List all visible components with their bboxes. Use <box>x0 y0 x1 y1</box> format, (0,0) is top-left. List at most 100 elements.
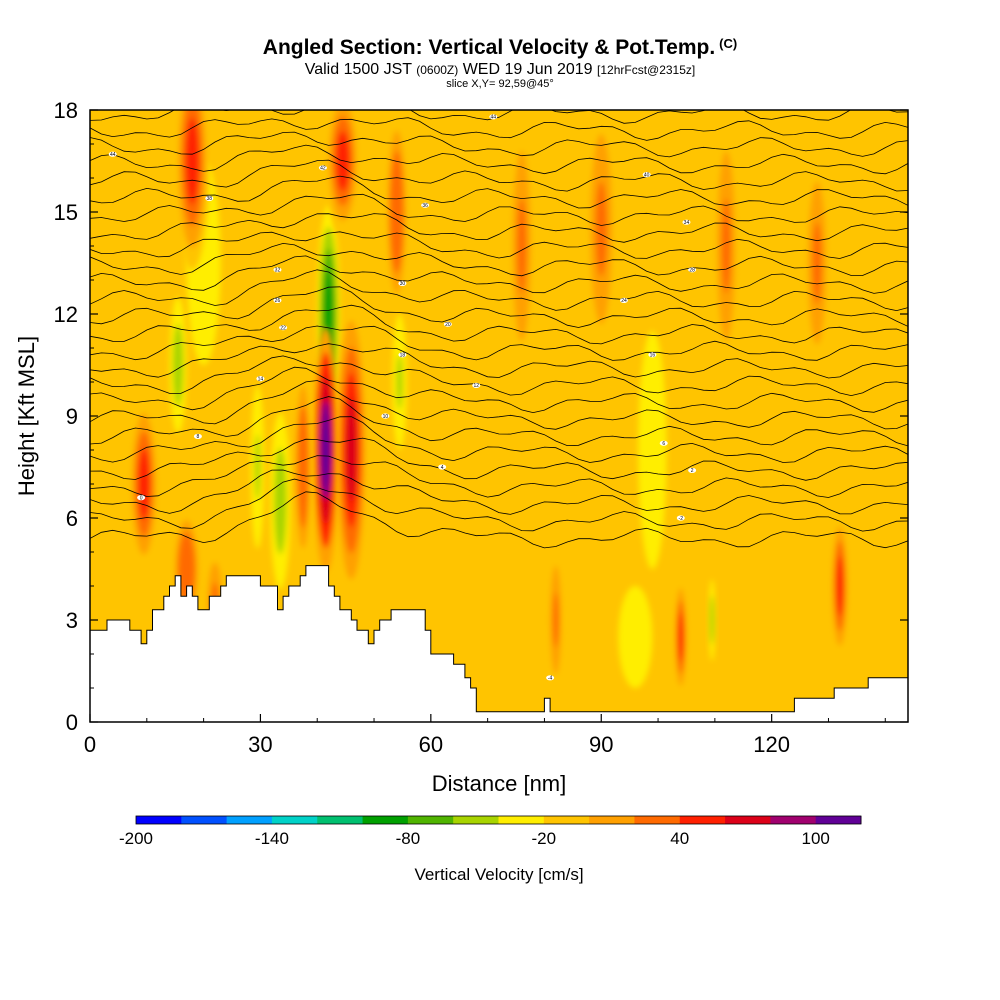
isentrope-12 <box>90 304 908 345</box>
slice-info: slice X,Y= 92,59@45° <box>0 78 1000 90</box>
contour-label-bg-14 <box>398 352 407 358</box>
contour-label-9: 28 <box>689 268 695 274</box>
chart-title: Angled Section: Vertical Velocity & Pot.… <box>0 36 1000 60</box>
contour-label-10: 26 <box>275 298 281 304</box>
contour-label-5: 36 <box>422 203 428 209</box>
downdraft-2-level-3 <box>276 465 285 537</box>
contour-label-bg-23 <box>137 495 146 501</box>
updraft-8-level-3 <box>299 426 307 508</box>
contour-label-25: -4 <box>548 676 553 682</box>
valid-date: WED 19 Jun 2019 <box>462 61 593 78</box>
colorbar-swatch-10 <box>589 816 635 824</box>
updraft-10 <box>510 127 534 365</box>
forecast-info: [12hrFcst@2315z] <box>597 63 696 77</box>
isentrope-1 <box>90 478 908 532</box>
contour-label-bg-22 <box>688 467 697 473</box>
updraft-6-level-3 <box>678 612 684 662</box>
colorbar-swatch-3 <box>271 816 318 824</box>
contour-label-bg-6 <box>682 219 691 225</box>
isentrope-14 <box>90 269 908 312</box>
downdraft-4 <box>708 579 716 661</box>
updraft-13 <box>714 127 738 365</box>
isentrope-17 <box>90 231 908 259</box>
isentrope-26 <box>90 83 908 107</box>
y-tick-label-12: 12 <box>54 302 78 327</box>
updraft-6 <box>673 575 688 699</box>
contour-label-8: 30 <box>400 281 406 287</box>
contour-label-bg-10 <box>273 297 282 303</box>
terrain <box>90 565 908 722</box>
contour-label-bg-7 <box>273 267 282 273</box>
contour-label-bg-19 <box>193 433 202 439</box>
contour-label-23: 0 <box>140 495 143 501</box>
updraft-15 <box>805 161 829 365</box>
isentrope-7 <box>90 380 908 430</box>
colorbar-swatch-11 <box>634 816 681 824</box>
isentrope-10 <box>90 343 908 379</box>
contour-label-bg-24 <box>676 515 685 521</box>
y-tick-label-6: 6 <box>66 506 78 531</box>
isentrope-0 <box>90 491 908 549</box>
isentrope-18 <box>90 213 908 243</box>
isentrope-15 <box>90 255 908 294</box>
colorbar-swatch-8 <box>498 816 545 824</box>
colorbar-label--200: -200 <box>119 829 153 848</box>
contour-label-12: 22 <box>280 325 286 331</box>
contour-label-0: 44 <box>110 152 116 158</box>
colorbar-frame <box>135 815 862 825</box>
contour-label-bg-25 <box>546 675 555 681</box>
downdraft-3-level-3 <box>396 354 403 410</box>
colorbar-label-40: 40 <box>670 829 689 848</box>
x-axis: 0 30 60 90 120 <box>84 714 886 757</box>
updraft-1 <box>337 320 365 580</box>
contour-label-6: 34 <box>684 220 690 226</box>
colorbar-swatch-13 <box>725 816 771 824</box>
contour-label-bg-21 <box>438 464 447 470</box>
updraft-12-level-3 <box>553 592 559 648</box>
isentrope-9 <box>90 355 908 397</box>
x-tick-label-120: 120 <box>753 732 790 757</box>
contour-label-16: 14 <box>258 376 264 382</box>
isentrope-20 <box>90 175 908 209</box>
colorbar: -200 -140 -80 -20 40 100 <box>119 815 862 848</box>
contour-label-18: 10 <box>383 414 389 420</box>
updraft-13-level-3 <box>721 198 731 294</box>
contour-label-17: 12 <box>473 383 479 389</box>
chart-title-tag: (C) <box>719 36 738 51</box>
updraft-11 <box>587 110 615 348</box>
downdraft-5 <box>250 385 265 549</box>
colorbar-label--80: -80 <box>396 829 421 848</box>
potential-temperature-contours <box>90 83 908 549</box>
colorbar-label--20: -20 <box>532 829 557 848</box>
contour-label-bg-16 <box>256 376 265 382</box>
downdraft-8-level-3 <box>628 616 643 658</box>
updraft-0 <box>313 327 339 573</box>
isentrope-6 <box>90 396 908 447</box>
isentrope-3 <box>90 455 908 498</box>
colorbar-swatch-0 <box>136 816 182 824</box>
contour-label-20: 6 <box>662 441 665 447</box>
contour-label-19: 8 <box>197 434 200 440</box>
downdraft-5-level-3 <box>254 434 261 500</box>
contour-label-bg-20 <box>659 440 668 446</box>
downdraft-4-level-3 <box>710 603 715 637</box>
isentrope-13 <box>90 286 908 328</box>
contour-label-bg-2 <box>489 114 498 120</box>
colorbar-swatch-14 <box>770 816 817 824</box>
isentrope-4 <box>90 437 908 481</box>
slice-info-text: slice X,Y= 92,59@45° <box>446 78 554 90</box>
contour-label-24: -2 <box>679 516 684 522</box>
y-axis-title: Height [Kft MSL] <box>14 336 39 496</box>
isentrope-5 <box>90 416 908 463</box>
updraft-15-level-3 <box>812 222 822 304</box>
x-tick-label-0: 0 <box>84 732 96 757</box>
contour-label-3: 40 <box>644 172 650 178</box>
contour-label-bg-9 <box>688 267 697 273</box>
isentrope-19 <box>90 193 908 226</box>
velocity-field <box>129 110 849 699</box>
colorbar-swatch-7 <box>453 816 499 824</box>
terrain-profile <box>90 565 908 722</box>
colorbar-swatch-12 <box>679 816 726 824</box>
updraft-9-level-3 <box>392 171 402 253</box>
